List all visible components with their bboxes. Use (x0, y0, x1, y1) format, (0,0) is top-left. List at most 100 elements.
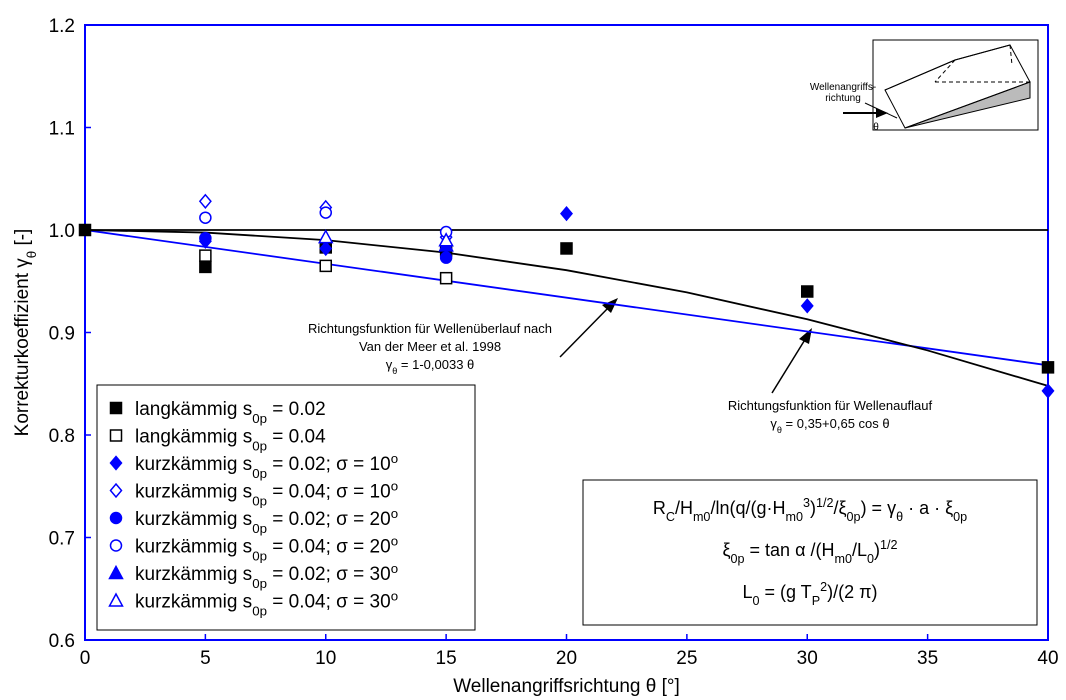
legend-label: kurzkämmig s0p = 0.04; σ = 20o (135, 533, 398, 563)
text-part: )/(2 π) (827, 582, 877, 602)
legend-label: kurzkämmig s0p = 0.02; σ = 30o (135, 561, 398, 591)
annotation: Richtungsfunktion für Wellenauflauf (728, 398, 933, 413)
data-point (439, 271, 453, 285)
y-tick-label: 1.2 (49, 16, 75, 37)
superscript: 3 (803, 496, 810, 510)
legend-label: kurzkämmig s0p = 0.02; σ = 20o (135, 506, 398, 536)
subscript: m0 (693, 510, 711, 524)
text-part: ξ (722, 540, 730, 560)
subscript: m0 (834, 552, 852, 566)
text-part: = 0.04 (267, 427, 326, 448)
data-point (560, 205, 573, 222)
text-part: = 0.04; σ = 30 (267, 592, 391, 613)
data-point (560, 242, 573, 255)
data-point (319, 240, 333, 257)
x-tick-label: 20 (556, 648, 577, 669)
subscript: 0p (252, 466, 267, 481)
x-tick-label: 40 (1037, 648, 1058, 669)
data-point (1041, 383, 1055, 399)
x-tick-label: 30 (797, 648, 818, 669)
superscript: 1/2 (880, 538, 898, 552)
data-point (317, 229, 334, 244)
superscript: 1/2 (816, 496, 834, 510)
legend-marker (109, 401, 123, 415)
data-point (199, 249, 212, 262)
text-part: = 1-0,0033 θ (397, 357, 474, 372)
inset-label: richtung (825, 93, 861, 104)
formula: RC/Hm0/ln(q/(g·Hm03)1/2/ξ0p) = γθ · a · … (653, 496, 967, 524)
text-part: ) (874, 540, 880, 560)
subscript: 0p (252, 576, 267, 591)
legend-label: kurzkämmig s0p = 0.02; σ = 10o (135, 451, 398, 481)
legend-label: langkämmig s0p = 0.04 (135, 427, 326, 454)
legend-marker (109, 482, 123, 499)
x-tick-label: 5 (200, 648, 211, 669)
text-part: kurzkämmig s (135, 564, 252, 585)
text-part: langkämmig s (135, 427, 252, 448)
text-part: Richtungsfunktion für Wellenauflauf (728, 398, 933, 413)
subscript: 0p (953, 510, 967, 524)
text-part: kurzkämmig s (135, 592, 252, 613)
annotation: Richtungsfunktion für Wellenüberlauf nac… (308, 321, 552, 336)
superscript: o (391, 561, 398, 576)
data-point (319, 259, 332, 273)
text-part: /L (852, 540, 867, 560)
data-point (439, 251, 453, 264)
line (84, 229, 1049, 387)
text-part: [-] (12, 229, 33, 251)
data-point (199, 211, 212, 224)
text-part: L (742, 582, 752, 602)
subscript: P (812, 594, 820, 608)
data-point (199, 231, 212, 245)
subscript: 0p (252, 548, 267, 563)
text-part: kurzkämmig s (135, 537, 252, 558)
text-part: kurzkämmig s (135, 454, 252, 475)
legend-label: kurzkämmig s0p = 0.04; σ = 30o (135, 588, 398, 618)
subscript: θ (24, 251, 39, 258)
text-part: /ln(q/(g·H (710, 498, 785, 518)
legend-marker (108, 592, 124, 607)
data-point (801, 285, 814, 298)
y-tick-label: 1.0 (49, 221, 75, 242)
text-part: /H (675, 498, 693, 518)
text-part: = 0.02; σ = 10 (267, 454, 391, 475)
text-part: = 0.02; σ = 20 (267, 509, 391, 530)
y-tick-label: 0.9 (49, 324, 75, 345)
subscript: 0p (252, 438, 267, 453)
legend-label: langkämmig s0p = 0.02 (135, 399, 326, 426)
legend-marker (109, 539, 123, 552)
subscript: C (666, 510, 675, 524)
subscript: 0p (252, 603, 267, 618)
text-part: kurzkämmig s (135, 482, 252, 503)
data-point (198, 193, 212, 209)
text-part: ) (810, 498, 816, 518)
superscript: o (391, 478, 398, 493)
superscript: 2 (820, 580, 827, 594)
text-part: kurzkämmig s (135, 509, 252, 530)
superscript: o (391, 533, 398, 548)
subscript: 0p (847, 510, 861, 524)
text-part: R (653, 498, 666, 518)
text-part: = (g T (759, 582, 811, 602)
y-tick-label: 1.1 (49, 119, 75, 140)
text-part: /ξ (833, 498, 846, 518)
data-point (438, 232, 454, 247)
superscript: o (391, 506, 398, 521)
annotation: γθ = 0,35+0,65 cos θ (770, 416, 889, 435)
legend-label: kurzkämmig s0p = 0.04; σ = 10o (135, 478, 398, 508)
x-tick-label: 10 (315, 648, 336, 669)
y-axis-label: Korrekturkoeffizient γθ [-] (12, 229, 39, 437)
y-tick-label: 0.8 (49, 426, 75, 447)
legend-marker (109, 429, 123, 442)
data-point (1041, 361, 1055, 374)
text-part: Korrekturkoeffizient γ (12, 258, 33, 437)
y-tick-label: 0.6 (49, 631, 75, 652)
subscript: θ (777, 425, 782, 435)
formula: L0 = (g TP2)/(2 π) (742, 580, 877, 608)
text-part: = 0.04; σ = 20 (267, 537, 391, 558)
subscript: 0p (252, 411, 267, 426)
x-tick-label: 15 (436, 648, 457, 669)
line (84, 229, 1049, 367)
